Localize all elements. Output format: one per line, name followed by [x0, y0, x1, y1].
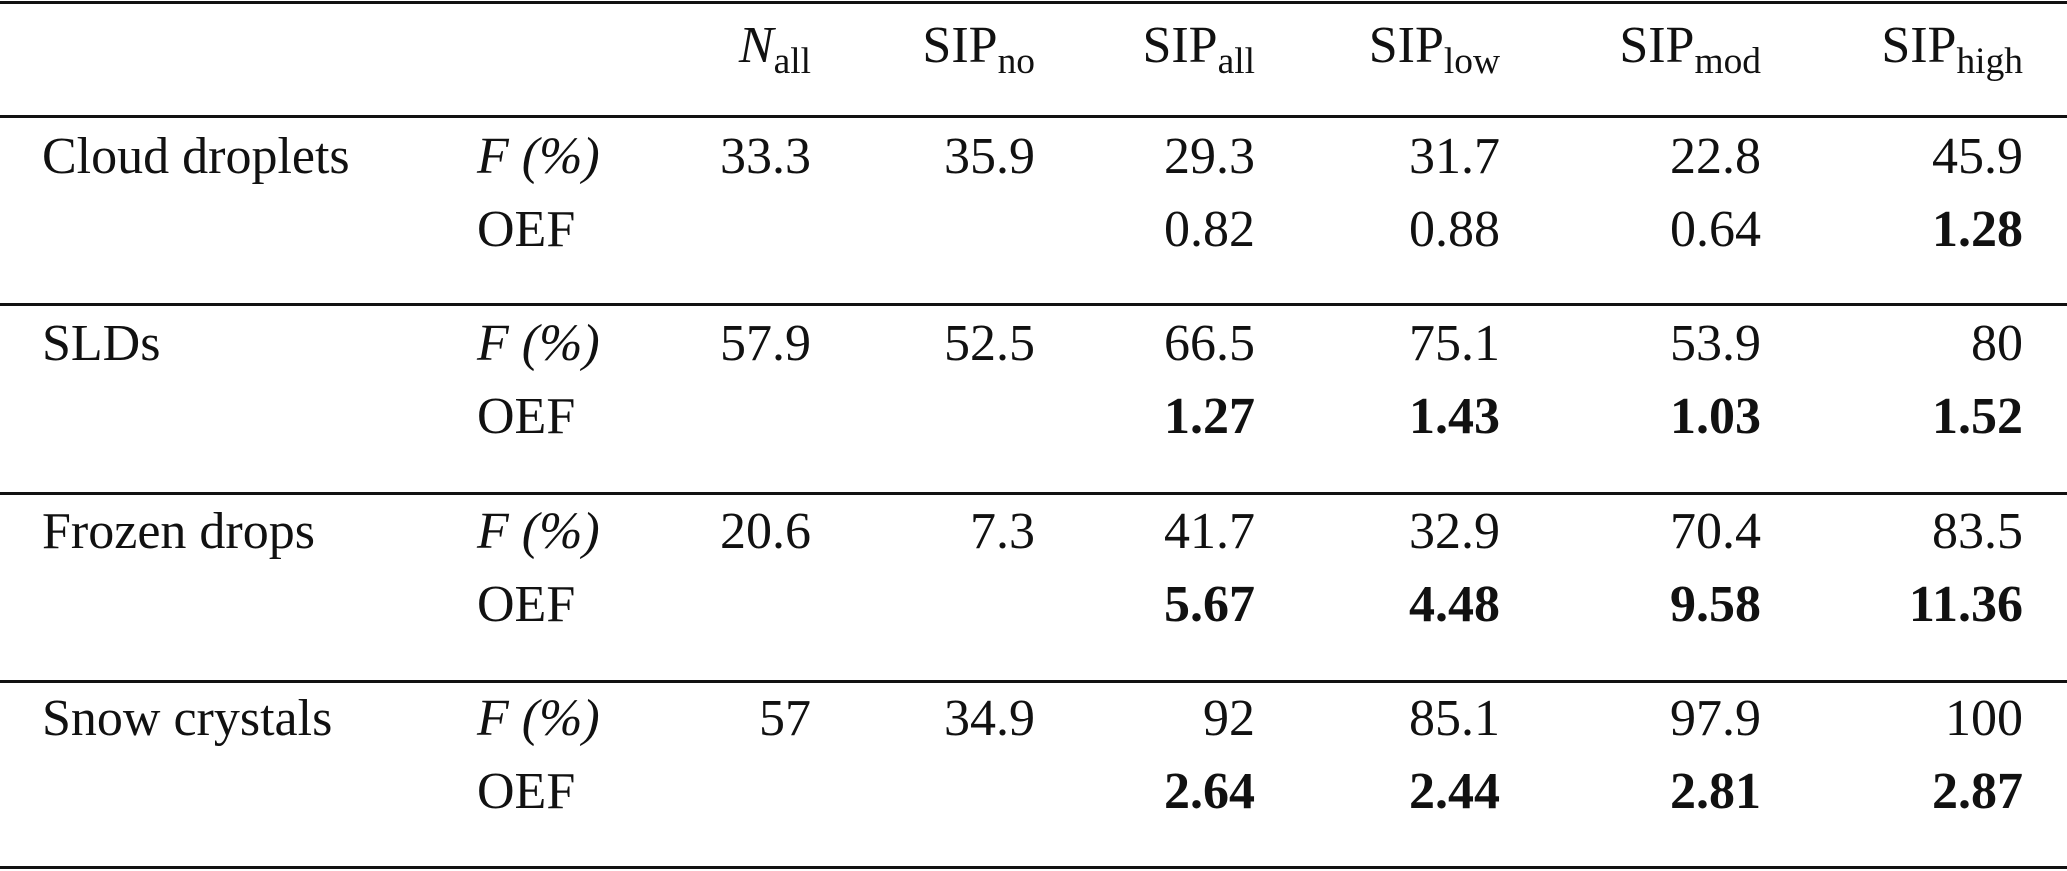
row-label: OEF: [477, 763, 576, 820]
value-cell: 11.36: [1908, 576, 2023, 633]
value-cell: 1.43: [1409, 388, 1500, 445]
value-cell: 5.67: [1164, 576, 1255, 633]
column-header: SIPlow: [1368, 17, 1500, 81]
header-subscript: high: [1956, 41, 2023, 83]
value-cell: 1.28: [1932, 201, 2023, 258]
header-main: SIP: [922, 17, 998, 74]
value-cell: 83.5: [1932, 503, 2023, 560]
value-cell: 9.58: [1670, 576, 1761, 633]
value-cell: 52.5: [944, 315, 1035, 372]
header-subscript: all: [1217, 41, 1255, 83]
value-cell: 66.5: [1164, 315, 1255, 372]
value-cell: 4.48: [1409, 576, 1500, 633]
value-cell: 0.64: [1670, 201, 1761, 258]
row-label: F (%): [477, 315, 600, 372]
group-label: Frozen drops: [42, 503, 315, 560]
value-cell: 1.27: [1164, 388, 1255, 445]
header-subscript: low: [1443, 41, 1500, 83]
row-label: F (%): [477, 690, 600, 747]
value-cell: 35.9: [944, 128, 1035, 185]
value-cell: 53.9: [1670, 315, 1761, 372]
column-header: SIPno: [922, 17, 1035, 81]
value-cell: 92: [1203, 690, 1255, 747]
value-cell: 75.1: [1409, 315, 1500, 372]
value-cell: 57: [759, 690, 811, 747]
row-label: OEF: [477, 576, 576, 633]
value-cell: 32.9: [1409, 503, 1500, 560]
value-cell: 97.9: [1670, 690, 1761, 747]
value-cell: 29.3: [1164, 128, 1255, 185]
group-label: Cloud droplets: [42, 128, 350, 185]
group-rule: [0, 680, 2067, 683]
value-cell: 45.9: [1932, 128, 2023, 185]
header-main: SIP: [1619, 17, 1695, 74]
value-cell: 1.52: [1932, 388, 2023, 445]
column-header: SIPhigh: [1881, 17, 2023, 81]
group-label: Snow crystals: [42, 690, 333, 747]
value-cell: 20.6: [720, 503, 811, 560]
group-rule: [0, 492, 2067, 495]
column-header: Nall: [738, 17, 811, 81]
header-subscript: all: [773, 41, 811, 83]
value-cell: 70.4: [1670, 503, 1761, 560]
value-cell: 57.9: [720, 315, 811, 372]
value-cell: 2.81: [1670, 763, 1761, 820]
value-cell: 2.64: [1164, 763, 1255, 820]
top-rule: [0, 1, 2067, 4]
row-label: OEF: [477, 388, 576, 445]
value-cell: 1.03: [1670, 388, 1761, 445]
bottom-rule: [0, 866, 2067, 869]
value-cell: 41.7: [1164, 503, 1255, 560]
value-cell: 7.3: [970, 503, 1035, 560]
group-rule: [0, 303, 2067, 306]
column-header: SIPall: [1142, 17, 1255, 81]
value-cell: 2.87: [1932, 763, 2023, 820]
value-cell: 80: [1971, 315, 2023, 372]
value-cell: 33.3: [720, 128, 811, 185]
header-rule: [0, 115, 2067, 118]
value-cell: 0.82: [1164, 201, 1255, 258]
header-main: SIP: [1142, 17, 1218, 74]
column-header: SIPmod: [1619, 17, 1761, 81]
group-label: SLDs: [42, 315, 161, 372]
header-main: SIP: [1368, 17, 1444, 74]
value-cell: 0.88: [1409, 201, 1500, 258]
row-label: OEF: [477, 201, 576, 258]
header-main: SIP: [1881, 17, 1957, 74]
header-main: N: [738, 17, 774, 74]
value-cell: 34.9: [944, 690, 1035, 747]
value-cell: 31.7: [1409, 128, 1500, 185]
row-label: F (%): [477, 503, 600, 560]
value-cell: 22.8: [1670, 128, 1761, 185]
header-subscript: no: [997, 41, 1035, 83]
row-label: F (%): [477, 128, 600, 185]
header-subscript: mod: [1694, 41, 1761, 83]
value-cell: 85.1: [1409, 690, 1500, 747]
value-cell: 100: [1945, 690, 2023, 747]
value-cell: 2.44: [1409, 763, 1500, 820]
